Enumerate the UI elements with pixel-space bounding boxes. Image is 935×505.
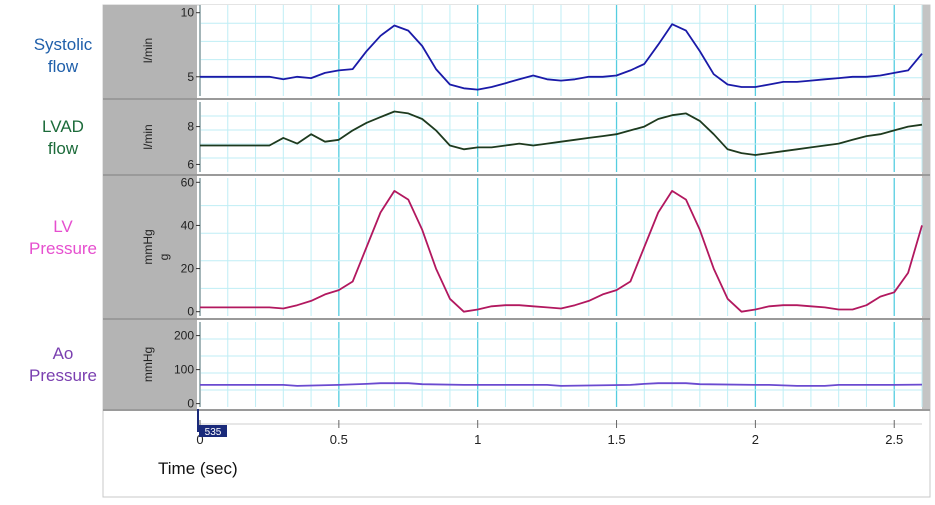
- panel-systolic: 5 10 l/min Systolic flow: [34, 5, 930, 100]
- series-name-label: flow: [48, 57, 79, 76]
- unit-label: l/min: [141, 38, 155, 63]
- panel-lv: 0 20 40 60 mmHg g LV Pressure: [29, 175, 930, 320]
- y-tick-label: 0: [187, 397, 194, 411]
- panels-group: 5 10 l/min Systolic flow 6 8 l/min LVAD flow 0 20 40…: [29, 5, 930, 411]
- cursor-marker-label: 535: [205, 427, 222, 438]
- y-tick-label: 200: [174, 329, 194, 343]
- y-tick-label: 100: [174, 363, 194, 377]
- y-tick-label: 20: [181, 262, 195, 276]
- x-tick-label: 0.5: [330, 432, 348, 447]
- y-tick-label: 5: [187, 70, 194, 84]
- panel-ao: 0 100 200 mmHg Ao Pressure: [29, 322, 930, 411]
- y-tick-label: 8: [187, 120, 194, 134]
- unit-label: mmHg: [141, 347, 155, 382]
- series-line-ao: [200, 382, 923, 387]
- panel-lvad: 6 8 l/min LVAD flow: [42, 102, 930, 176]
- y-tick-label: 0: [187, 305, 194, 319]
- unit-label: mmHg: [141, 229, 155, 264]
- series-name-label: Pressure: [29, 239, 97, 258]
- right-strip: [922, 5, 930, 409]
- y-tick-label: 6: [187, 157, 194, 171]
- x-tick-label: 1.5: [607, 432, 625, 447]
- series-name-label: LVAD: [42, 117, 84, 136]
- series-name-label: Pressure: [29, 366, 97, 385]
- series-name-label: Systolic: [34, 35, 93, 54]
- unit-label: l/min: [141, 124, 155, 149]
- series-name-label: flow: [48, 139, 79, 158]
- cursor-marker-box: [199, 425, 227, 437]
- series-name-label: Ao: [53, 344, 74, 363]
- time-axis: 0 0.5 1 1.5 2 2.5 535: [196, 409, 922, 447]
- series-line-lvad: [200, 110, 923, 156]
- series-line-systolic: [200, 23, 923, 91]
- y-tick-label: 40: [181, 218, 195, 232]
- unit-extra-label: g: [157, 254, 171, 261]
- y-tick-label: 10: [181, 6, 195, 20]
- x-tick-label: 0: [196, 432, 203, 447]
- x-tick-label: 2.5: [885, 432, 903, 447]
- x-tick-label: 2: [752, 432, 759, 447]
- axis-gutter: [103, 5, 197, 409]
- x-axis-label: Time (sec): [158, 459, 238, 478]
- x-tick-label: 1: [474, 432, 481, 447]
- y-tick-label: 60: [181, 175, 195, 189]
- series-name-label: LV: [53, 217, 73, 236]
- series-line-lv: [200, 190, 923, 313]
